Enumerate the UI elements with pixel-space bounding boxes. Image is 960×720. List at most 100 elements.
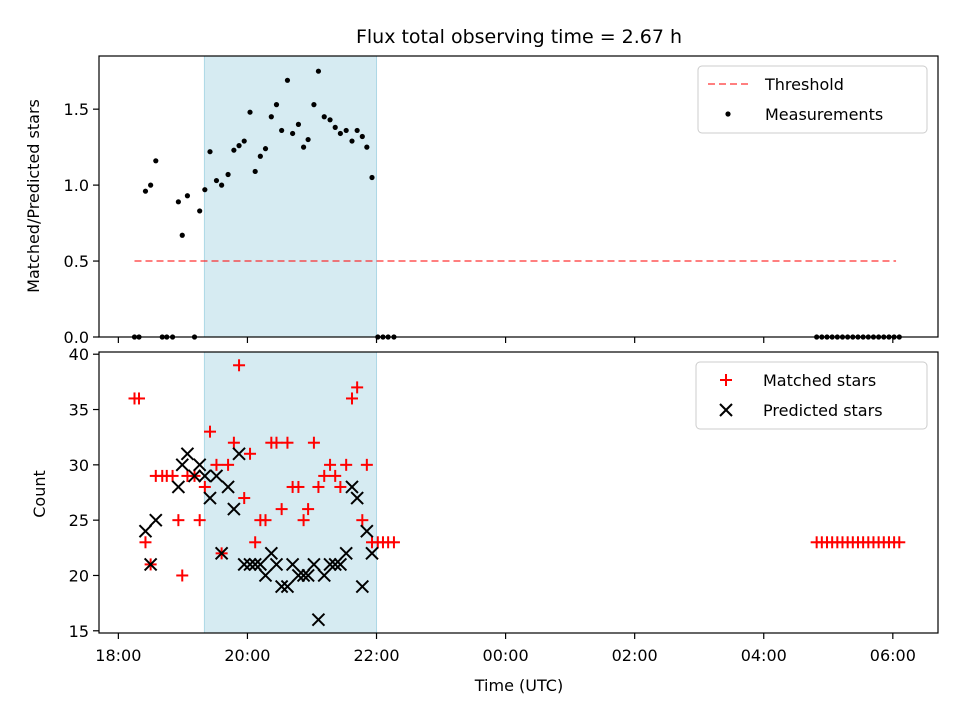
ratio-panel-frame bbox=[98, 55, 939, 338]
count-y-tick-label: 30 bbox=[69, 456, 89, 475]
ratio-y-axis-label: Matched/Predicted stars bbox=[24, 99, 43, 293]
measurement-point bbox=[359, 133, 365, 140]
predicted-star-point bbox=[243, 557, 257, 572]
predicted-star-point bbox=[280, 579, 295, 594]
predicted-star-point bbox=[248, 557, 262, 572]
measurement-point bbox=[225, 171, 231, 178]
predicted-star-point bbox=[350, 491, 364, 505]
ratio-panel: 0.0 0.5 1.0 1.5 Matched/Predicted stars Thr… bbox=[24, 55, 939, 347]
time-x-tick-label: 04:00 bbox=[741, 646, 787, 665]
measurement-point bbox=[142, 188, 149, 194]
time-x-tick-label: 22:00 bbox=[353, 646, 399, 665]
predicted-star-point bbox=[258, 568, 273, 583]
matched-star-point bbox=[210, 458, 223, 471]
ratio-x-ticks bbox=[117, 337, 894, 343]
matched-star-point bbox=[193, 514, 206, 527]
measurement-point bbox=[295, 121, 302, 127]
predicted-star-point bbox=[253, 557, 268, 572]
matched-star-point bbox=[281, 436, 294, 449]
predicted-star-point bbox=[360, 524, 374, 538]
matched-star-point bbox=[227, 436, 240, 449]
measurement-point bbox=[257, 153, 263, 159]
ratio-legend: Threshold Measurements bbox=[697, 65, 928, 134]
count-panel: 15 20 25 30 35 40 18:00 20:00 22:00 00:00 02:00 04… bbox=[30, 345, 939, 695]
x-axis-label: Time (UTC) bbox=[474, 676, 563, 695]
count-legend: Matched stars Predicted stars bbox=[695, 361, 928, 430]
predicted-star-point bbox=[149, 513, 163, 527]
measurement-point bbox=[184, 193, 191, 199]
matched-star-point bbox=[318, 469, 331, 482]
measurement-point bbox=[300, 144, 307, 150]
predicted-star-point bbox=[180, 447, 195, 461]
time-x-tick-label: 02:00 bbox=[612, 646, 658, 665]
measurement-point bbox=[252, 168, 258, 175]
legend-matched-swatch bbox=[720, 374, 732, 386]
measurement-point bbox=[202, 187, 208, 193]
measurement-point bbox=[153, 158, 159, 164]
measurement-point bbox=[273, 102, 280, 108]
measurement-point bbox=[284, 77, 291, 83]
count-panel-frame bbox=[98, 351, 939, 634]
measurement-point bbox=[236, 143, 242, 149]
measurement-point bbox=[332, 124, 338, 130]
legend-threshold-label: Threshold bbox=[764, 75, 844, 94]
predicted-star-point bbox=[221, 480, 235, 494]
ratio-y-tick-label: 0.5 bbox=[64, 252, 89, 271]
matched-star-point bbox=[270, 436, 283, 449]
observing-window-shade bbox=[203, 55, 378, 338]
ratio-y-tick-label: 0.0 bbox=[64, 328, 89, 347]
ratio-legend-box bbox=[697, 65, 928, 134]
predicted-star-point bbox=[192, 458, 207, 472]
matched-star-point bbox=[356, 514, 369, 527]
measurement-point bbox=[364, 144, 370, 150]
predicted-star-point bbox=[274, 579, 289, 594]
matched-star-point bbox=[345, 392, 358, 405]
predicted-star-point bbox=[328, 557, 342, 572]
count-y-tick-label: 25 bbox=[69, 511, 89, 530]
matched-star-point bbox=[387, 536, 400, 549]
ratio-y-tick-label: 1.5 bbox=[64, 100, 89, 119]
time-x-tick-label: 06:00 bbox=[870, 646, 916, 665]
legend-measurements-swatch bbox=[725, 111, 731, 117]
predicted-star-point bbox=[175, 458, 189, 472]
measurement-point bbox=[311, 102, 317, 108]
time-x-tick-label: 20:00 bbox=[224, 646, 270, 665]
matched-star-point bbox=[172, 514, 185, 527]
predicted-star-point bbox=[227, 502, 241, 516]
matched-star-point bbox=[302, 503, 315, 516]
matched-star-point bbox=[351, 381, 364, 394]
predicted-star-point bbox=[307, 557, 321, 572]
matched-star-point bbox=[259, 514, 272, 527]
matched-star-point bbox=[133, 392, 146, 405]
measurement-point bbox=[207, 149, 213, 155]
matched-star-point bbox=[198, 480, 211, 493]
predicted-star-point bbox=[187, 469, 202, 483]
predicted-star-point bbox=[171, 480, 186, 494]
predicted-star-point bbox=[138, 524, 153, 538]
predicted-star-point bbox=[264, 546, 279, 561]
predicted-star-point bbox=[365, 546, 379, 561]
matched-star-point bbox=[139, 536, 152, 549]
count-y-axis: 15 20 25 30 35 40 bbox=[69, 345, 99, 641]
predicted-star-point bbox=[285, 557, 300, 572]
measurement-point bbox=[354, 127, 360, 134]
measurement-point bbox=[213, 177, 220, 184]
measurement-point bbox=[343, 127, 349, 134]
predicted-star-point bbox=[296, 568, 311, 583]
predicted-star-point bbox=[333, 557, 348, 572]
matched-star-point bbox=[360, 458, 373, 471]
matched-star-point bbox=[204, 425, 217, 438]
matched-star-point bbox=[176, 569, 189, 582]
count-plot-area bbox=[128, 359, 906, 627]
predicted-star-point bbox=[143, 557, 158, 572]
matched-star-point bbox=[249, 536, 262, 549]
matched-star-point bbox=[307, 436, 320, 449]
legend-predicted-swatch bbox=[719, 403, 733, 417]
measurement-point bbox=[231, 147, 237, 153]
predicted-star-point bbox=[214, 546, 229, 561]
measurement-point bbox=[337, 130, 343, 137]
matched-star-point bbox=[222, 458, 235, 471]
measurement-point bbox=[262, 146, 269, 152]
predicted-star-point bbox=[198, 469, 212, 483]
measurement-point bbox=[219, 182, 225, 188]
